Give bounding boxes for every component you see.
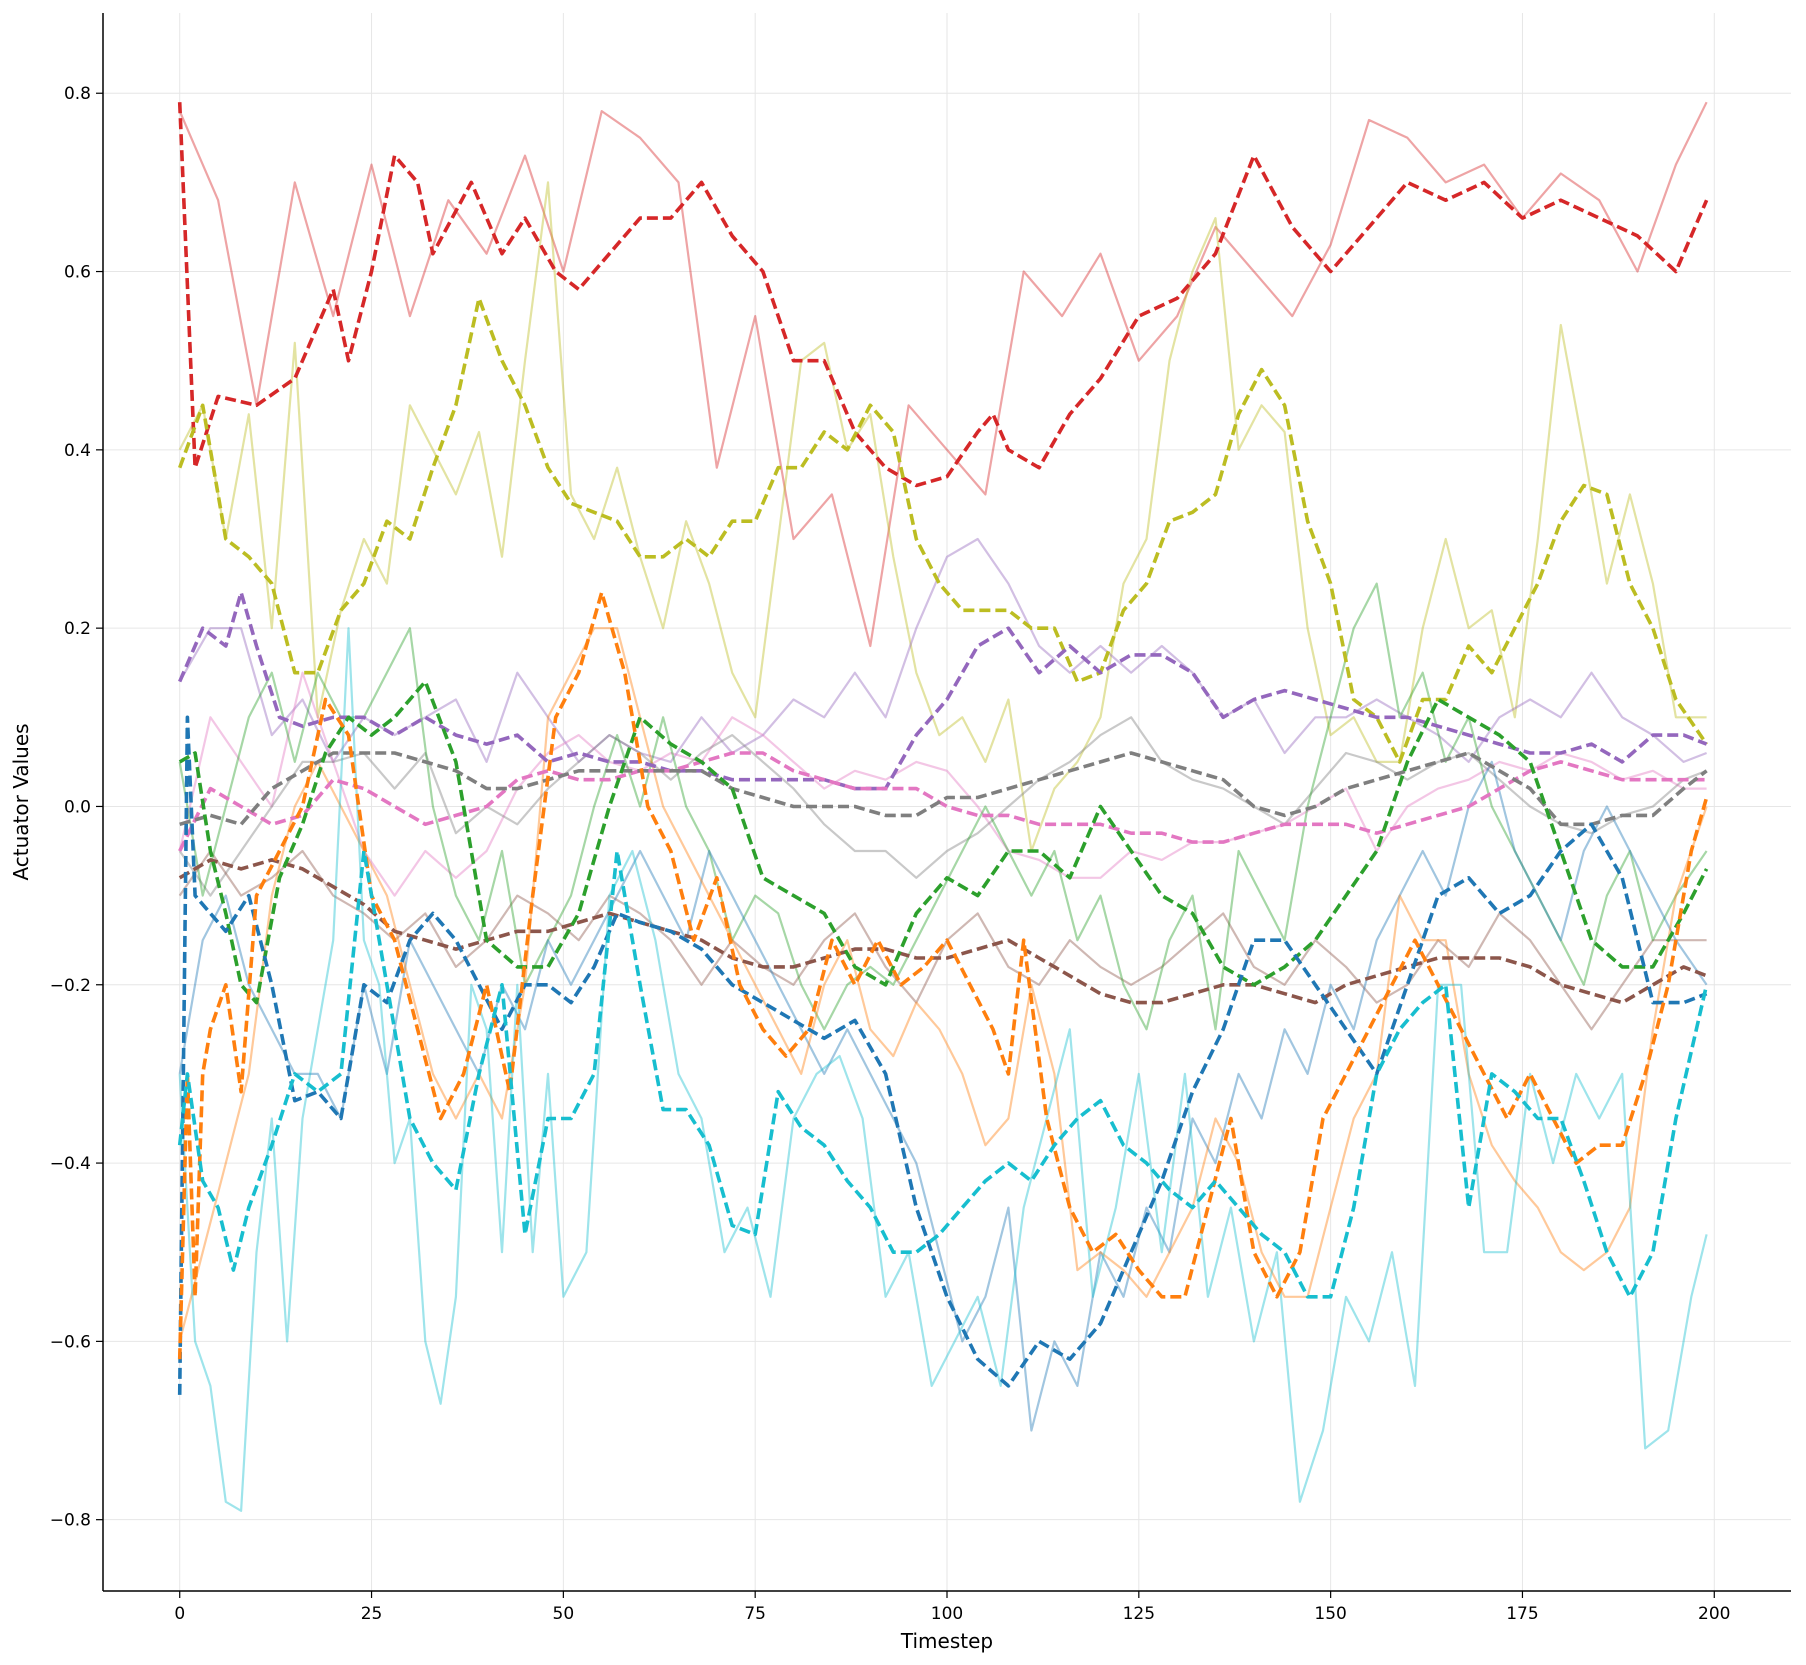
x-axis-label: Timestep [900,1629,993,1653]
y-tick-label-2: −0.4 [50,1154,91,1174]
y-tick-label-7: 0.6 [64,263,91,283]
y-tick-label-5: 0.2 [64,619,91,639]
x-tick-label-2: 50 [553,1604,575,1624]
series-line-15-smoothed [177,715,1708,1395]
series-line-11-smoothed [178,858,1708,1005]
y-tick-label-3: −0.2 [50,976,91,996]
x-tick-label-8: 200 [1698,1604,1730,1624]
y-tick-label-0: −0.8 [50,1511,91,1531]
x-tick-label-7: 175 [1506,1604,1538,1624]
y-tick-label-4: 0.0 [64,797,91,817]
series-line-3-smoothed [178,296,1709,764]
series-line-9-smoothed [179,751,1708,827]
series-line-14-raw [178,760,1708,1432]
series-line-12-raw [178,582,1708,1031]
axes: 0 25 50 75 100 125 150 175 200 −0.8 −0.6 −0.4 −0.2 0.… [50,13,1791,1624]
gridlines [103,13,1791,1591]
x-tick-label-3: 75 [744,1604,766,1624]
series-line-13-smoothed [178,679,1709,1005]
x-tick-label-4: 100 [931,1604,963,1624]
series-line-0-raw [178,101,1708,648]
series-line-5-smoothed [178,590,1708,791]
series-line-7-smoothed [178,751,1707,852]
series-line-6-raw [178,671,1707,897]
y-axis-label: Actuator Values [9,723,33,880]
x-tick-label-1: 25 [361,1604,383,1624]
series-line-19-smoothed [177,849,1709,1299]
series-line-18-raw [178,627,1708,1512]
series-line-16-raw [178,627,1708,1342]
series-layer [177,101,1709,1512]
y-tick-label-8: 0.8 [64,84,91,104]
y-tick-label-6: 0.4 [64,441,91,461]
x-tick-label-0: 0 [174,1604,185,1624]
x-tick-label-6: 150 [1314,1604,1346,1624]
series-line-2-raw [178,181,1707,853]
y-tick-label-1: −0.6 [50,1332,91,1352]
series-line-4-raw [178,537,1707,764]
series-line-1-smoothed [177,102,1709,488]
series-line-17-smoothed [177,590,1709,1360]
x-tick-label-5: 125 [1123,1604,1155,1624]
